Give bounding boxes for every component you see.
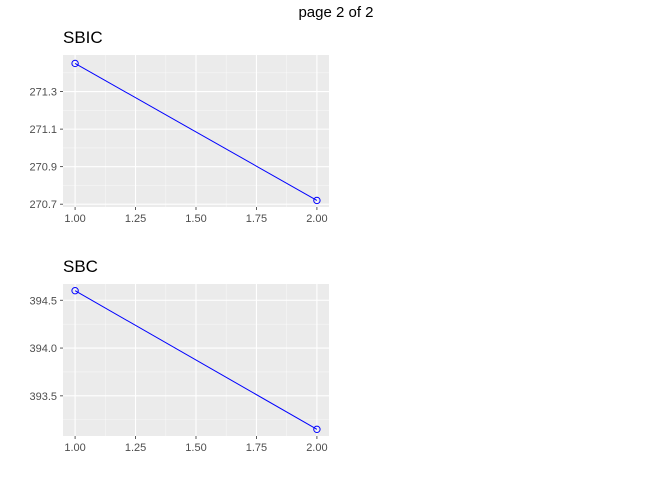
x-tick-label: 1.50 bbox=[185, 213, 206, 225]
chart-sbic: 1.00 1.25 1.50 1.75 2.00 270.7 270.9 271.1 271.3 bbox=[29, 55, 329, 225]
axes-sbc: 1.00 1.25 1.50 1.75 2.00 393.5 394.0 394.5 bbox=[29, 295, 327, 454]
x-tick-label: 1.75 bbox=[246, 213, 267, 225]
data-point-sbc bbox=[313, 425, 321, 434]
series-line-sbic bbox=[74, 63, 318, 201]
y-tick-label: 394.0 bbox=[29, 343, 57, 355]
data-point-sbc bbox=[71, 286, 79, 295]
axes-sbic: 1.00 1.25 1.50 1.75 2.00 270.7 270.9 271.1 271.3 bbox=[29, 87, 327, 225]
chart-title-sbc: SBC bbox=[63, 257, 98, 276]
x-tick-label: 1.00 bbox=[64, 213, 85, 225]
y-tick-label: 271.3 bbox=[29, 87, 57, 99]
chart-title-sbic: SBIC bbox=[63, 28, 103, 47]
data-point-sbic bbox=[71, 59, 79, 68]
y-tick-label: 271.1 bbox=[29, 124, 57, 136]
major-grid-sbic bbox=[63, 55, 329, 207]
x-tick-label: 1.50 bbox=[185, 442, 206, 454]
y-tick-label: 393.5 bbox=[29, 391, 57, 403]
chart-sbc: 1.00 1.25 1.50 1.75 2.00 393.5 394.0 394.5 bbox=[29, 284, 329, 454]
x-tick-label: 2.00 bbox=[306, 442, 327, 454]
series-line-sbc bbox=[74, 290, 318, 430]
y-tick-label: 270.7 bbox=[29, 199, 57, 211]
page-label: page 2 of 2 bbox=[298, 4, 374, 21]
y-tick-label: 270.9 bbox=[29, 162, 57, 174]
x-tick-label: 1.25 bbox=[125, 442, 146, 454]
data-point-sbic bbox=[313, 196, 321, 205]
x-tick-label: 1.00 bbox=[64, 442, 85, 454]
x-tick-label: 2.00 bbox=[306, 213, 327, 225]
x-tick-label: 1.75 bbox=[246, 442, 267, 454]
x-tick-label: 1.25 bbox=[125, 213, 146, 225]
y-tick-label: 394.5 bbox=[29, 295, 57, 307]
